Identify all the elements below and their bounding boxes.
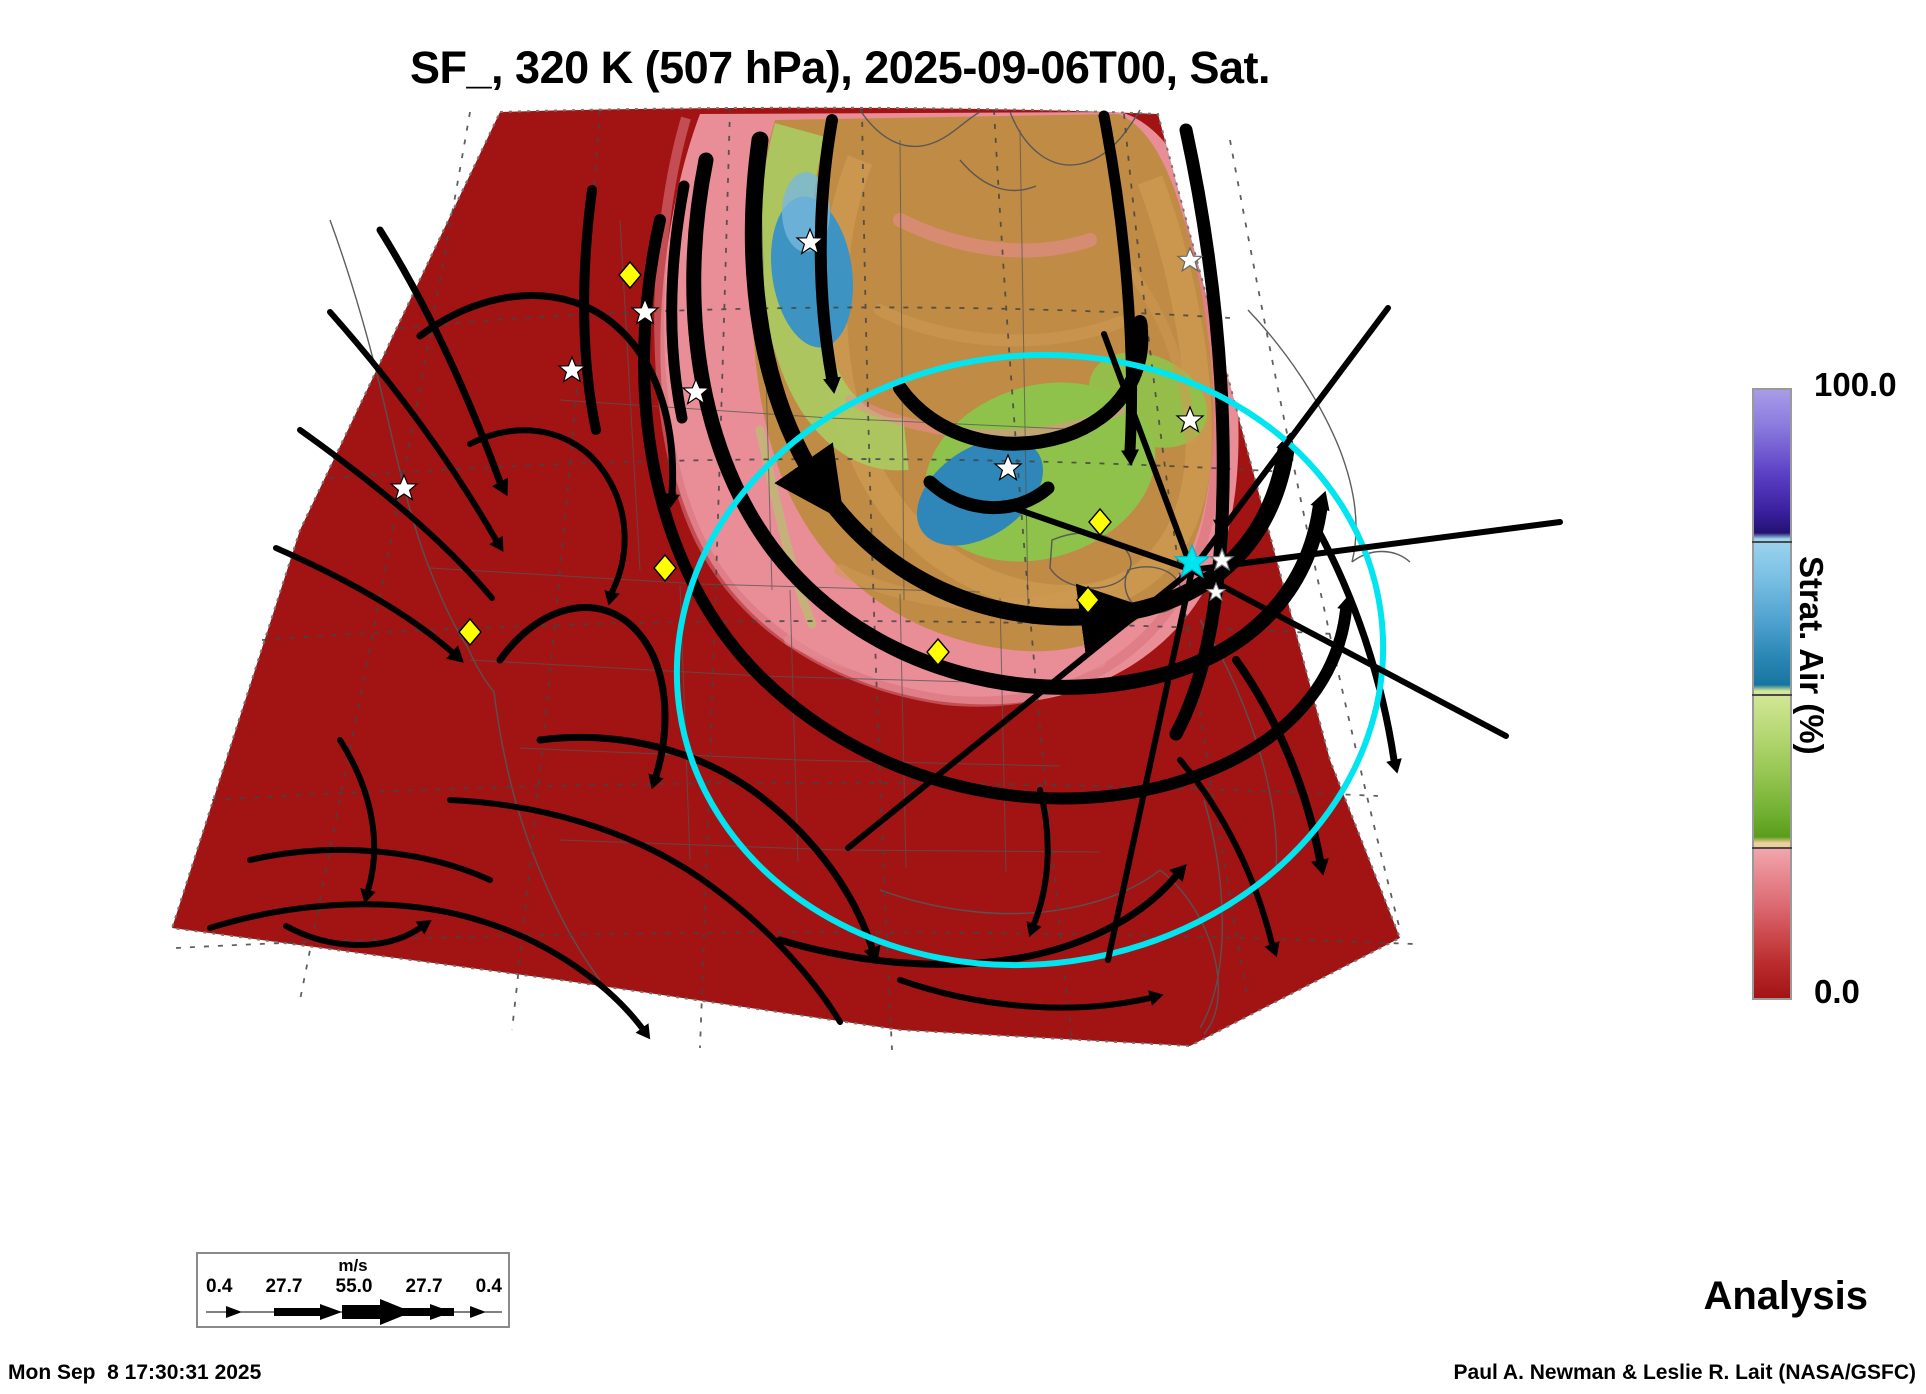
waypoint-marker[interactable] [458,617,482,647]
flight-origin-marker[interactable] [1173,543,1227,602]
streamline-nw-2[interactable] [579,185,601,435]
colorbar-gradient-lower [1752,847,1792,1000]
colorbar-tick-25 [1752,847,1792,849]
waypoint-marker[interactable] [1088,507,1112,537]
station-marker[interactable] [1175,405,1205,434]
streamline-pacific-1[interactable] [376,226,504,486]
flight-track-e[interactable] [1189,519,1563,573]
wind-arrow-thin-left [226,1306,242,1318]
colorbar-min-label: 0.0 [1814,973,1860,1010]
wind-arrow-thick-center [380,1299,412,1325]
wind-value-2: 55.0 [335,1276,373,1297]
generation-timestamp: Mon Sep 8 17:30:31 2025 [8,1361,262,1384]
streamline-south-2[interactable] [447,797,843,1025]
streamline-swirl-1[interactable] [337,737,378,893]
author-credit: Paul A. Newman & Leslie R. Lait (NASA/GS… [1453,1361,1916,1384]
wind-value-4: 0.4 [475,1276,502,1297]
waypoint-marker[interactable] [653,553,677,583]
streamline-atlantic-3[interactable] [1177,757,1275,947]
flight-tracks[interactable] [845,305,1563,963]
streamline-se-1[interactable] [1031,787,1051,927]
colorbar-axis-title: Strat. Air (%) [1793,556,1830,755]
streamline-ridge-3[interactable] [496,604,669,780]
wind-legend-unit: m/s [338,1256,368,1275]
wind-arrow-medium-left [320,1304,342,1320]
streamline-ridge-2[interactable] [467,427,628,595]
flight-circle[interactable] [637,310,1423,1011]
station-marker[interactable] [1209,547,1235,572]
station-marker[interactable] [993,453,1023,482]
map-panel[interactable] [0,100,1700,1260]
station-marker[interactable] [1176,246,1204,273]
wind-value-3: 27.7 [405,1276,443,1297]
wind-value-1: 27.7 [265,1276,303,1297]
streamline-swirl-2[interactable] [283,923,423,949]
map-plot[interactable] [0,100,1700,1260]
origin-star-icon[interactable] [1173,543,1211,579]
streamline-n-1[interactable] [814,114,838,384]
station-marker[interactable] [389,473,419,502]
origin-secondary-icon[interactable] [1205,581,1227,602]
colorbar-tick-75 [1752,541,1792,543]
station-marker[interactable] [795,227,825,256]
colorbar-tick-50 [1752,694,1792,696]
colorbar[interactable]: 100.0 0.0 Strat. Air (%) [1752,366,1922,1010]
flight-track-n[interactable] [1101,331,1195,573]
station-marker[interactable] [681,377,711,406]
wind-streamlines[interactable] [207,110,1398,1031]
analysis-label: Analysis [1703,1274,1868,1318]
streamline-vortex-core[interactable] [923,475,1055,514]
streamline-pacific-3[interactable] [297,427,495,601]
flight-track-ne[interactable] [1189,305,1391,573]
streamline-gulf-2[interactable] [897,977,1153,1011]
station-marker[interactable] [557,355,587,384]
streamline-south-1[interactable] [536,734,876,952]
wind-legend-arrows [206,1299,502,1325]
flight-range-ring[interactable] [637,310,1423,1011]
flight-track-sw[interactable] [845,567,1195,851]
streamline-gulf-1[interactable] [776,872,1180,968]
streamline-atlantic-2[interactable] [1314,526,1398,764]
station-marker[interactable] [630,297,660,326]
page-title: SF_, 320 K (507 hPa), 2025-09-06T00, Sat… [410,42,1270,93]
streamline-pacific-4[interactable] [273,545,455,655]
waypoint-marker[interactable] [1076,585,1100,615]
streamline-ridge-1[interactable] [416,292,677,498]
flight-track-s[interactable] [1105,567,1195,963]
wind-value-0: 0.4 [206,1276,233,1297]
streamline-east-trough[interactable] [1169,123,1230,741]
wind-arrow-thin-right [470,1306,486,1318]
wind-legend-values: 0.4 27.7 55.0 27.7 0.4 [206,1276,502,1298]
streamline-jet-2[interactable] [686,152,1328,695]
wind-speed-legend: m/s 0.4 27.7 55.0 27.7 0.4 [196,1252,510,1328]
waypoint-markers[interactable] [458,260,1112,667]
streamline-nw-1[interactable] [666,180,690,424]
flight-track-se[interactable] [1189,567,1509,739]
streamline-south-4[interactable] [207,901,645,1031]
colorbar-max-label: 100.0 [1814,366,1897,403]
flight-track-w[interactable] [999,501,1195,573]
waypoint-marker[interactable] [926,637,950,667]
waypoint-marker[interactable] [618,260,642,290]
wind-arrow-medium-right [430,1304,452,1320]
domain-boundary [170,106,1402,1048]
streamline-pacific-2[interactable] [327,309,499,543]
station-markers[interactable] [389,227,1235,572]
